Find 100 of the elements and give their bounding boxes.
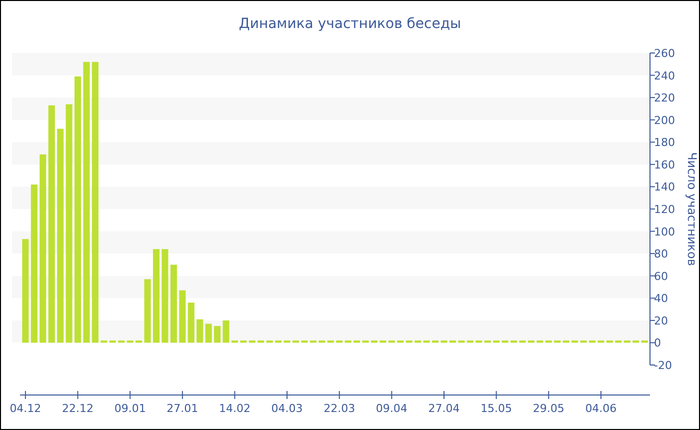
x-tick-label: 29.05 bbox=[532, 402, 564, 415]
bar bbox=[572, 340, 578, 343]
bar bbox=[362, 340, 369, 343]
y-tick-label: 80 bbox=[654, 248, 668, 261]
bar bbox=[292, 340, 300, 343]
bar bbox=[528, 340, 534, 343]
bar bbox=[466, 340, 474, 343]
y-tick-label: 140 bbox=[654, 180, 675, 194]
x-tick-label: 09.01 bbox=[114, 402, 146, 415]
x-tick-label: 15.05 bbox=[480, 402, 512, 415]
bar bbox=[266, 340, 273, 343]
y-axis-title: Число участников bbox=[685, 152, 699, 266]
y-tick-label: 240 bbox=[654, 69, 675, 82]
bar bbox=[354, 340, 360, 343]
y-tick-label: 220 bbox=[654, 92, 675, 105]
bar bbox=[588, 340, 596, 343]
bar bbox=[40, 154, 46, 343]
y-tick-label: 200 bbox=[654, 114, 675, 127]
bar bbox=[231, 340, 238, 343]
bar bbox=[476, 340, 482, 343]
x-tick-label: 14.02 bbox=[218, 402, 250, 415]
bar bbox=[258, 340, 264, 343]
bar bbox=[458, 340, 465, 343]
x-tick-label: 22.12 bbox=[62, 402, 94, 415]
bar bbox=[406, 340, 412, 343]
bar bbox=[109, 340, 116, 343]
bar bbox=[214, 326, 221, 343]
bar bbox=[519, 340, 526, 343]
y-tick-label: 120 bbox=[654, 203, 675, 216]
bar bbox=[327, 340, 334, 343]
bar bbox=[449, 340, 456, 343]
bar bbox=[83, 62, 90, 343]
bar bbox=[580, 340, 587, 343]
bar bbox=[22, 239, 29, 343]
bar bbox=[336, 340, 343, 343]
bar bbox=[380, 340, 386, 343]
x-tick-label: 27.01 bbox=[166, 402, 198, 415]
bar bbox=[388, 340, 395, 343]
bar bbox=[615, 340, 622, 343]
bar bbox=[536, 340, 544, 343]
bar bbox=[606, 340, 613, 343]
bar bbox=[598, 340, 604, 343]
y-tick-label: 100 bbox=[654, 225, 675, 238]
bar bbox=[397, 340, 404, 343]
bar bbox=[74, 76, 82, 343]
bar bbox=[318, 340, 326, 343]
bar bbox=[222, 320, 230, 343]
bar bbox=[275, 340, 282, 343]
bar bbox=[301, 340, 308, 343]
y-tick-label: 180 bbox=[654, 136, 675, 150]
chart-title: Динамика участников беседы bbox=[238, 16, 462, 32]
bar bbox=[310, 340, 316, 343]
bar bbox=[92, 62, 98, 343]
bar bbox=[188, 302, 194, 343]
x-tick-label: 04.06 bbox=[585, 402, 617, 415]
x-tick-label: 04.12 bbox=[10, 402, 42, 415]
bar bbox=[66, 104, 72, 343]
bar bbox=[126, 340, 134, 343]
bar bbox=[414, 340, 422, 343]
bar bbox=[284, 340, 290, 343]
x-tick-label: 22.03 bbox=[324, 402, 356, 415]
bar bbox=[205, 324, 212, 343]
bar bbox=[484, 340, 491, 343]
bar bbox=[641, 340, 648, 343]
bar bbox=[432, 340, 439, 343]
bar bbox=[554, 340, 561, 343]
bar bbox=[100, 340, 108, 343]
x-tick-label: 09.04 bbox=[376, 402, 408, 415]
bar bbox=[632, 340, 640, 343]
bar bbox=[196, 319, 204, 343]
bar bbox=[240, 340, 247, 343]
bar bbox=[510, 340, 518, 343]
x-tick-label: 04.03 bbox=[271, 402, 303, 415]
bar bbox=[423, 340, 430, 343]
bar bbox=[502, 340, 508, 343]
bar bbox=[30, 184, 38, 343]
bar bbox=[624, 340, 630, 343]
bar bbox=[179, 290, 186, 343]
bar bbox=[370, 340, 378, 343]
bar bbox=[493, 340, 500, 343]
y-tick-label: 260 bbox=[654, 47, 675, 60]
bar bbox=[344, 340, 352, 343]
bar bbox=[48, 105, 55, 343]
y-tick-label: 20 bbox=[654, 314, 668, 328]
y-tick-label: 60 bbox=[654, 270, 668, 283]
y-tick-label: 0 bbox=[654, 336, 661, 350]
bar bbox=[440, 340, 448, 343]
bar bbox=[152, 249, 160, 343]
bar bbox=[144, 279, 151, 343]
y-tick-label: -20 bbox=[654, 359, 672, 372]
bar bbox=[562, 340, 570, 343]
bar bbox=[162, 249, 168, 343]
x-tick-label: 27.04 bbox=[428, 402, 460, 415]
y-tick-label: 160 bbox=[654, 158, 675, 172]
y-tick-label: 40 bbox=[654, 292, 668, 306]
bar bbox=[136, 340, 142, 343]
bar bbox=[57, 128, 64, 343]
bar bbox=[118, 340, 125, 343]
bar bbox=[170, 264, 177, 343]
bar bbox=[545, 340, 552, 343]
